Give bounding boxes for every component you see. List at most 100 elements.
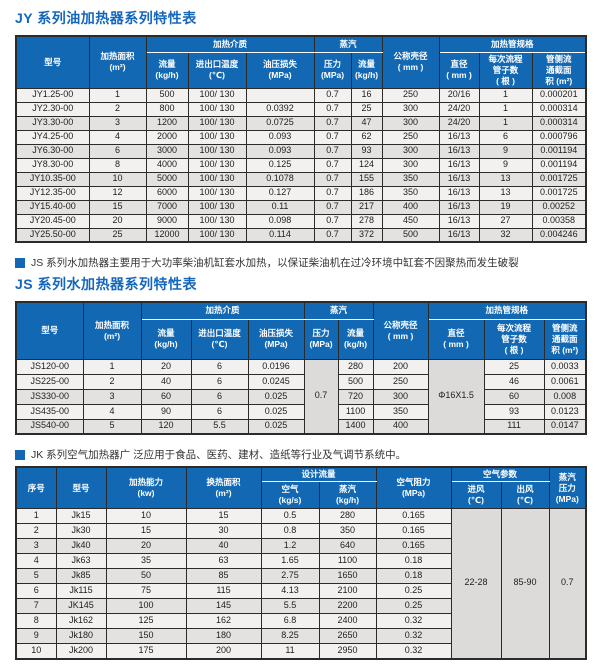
jy-table-body: JY1.25-00 1 500 100/ 130 0.7 16 250 20/16 1 0.000… <box>15 87 587 243</box>
table-cell: 155 <box>350 171 383 187</box>
col-header-model: 型号 <box>15 35 90 89</box>
table-row: 9 Jk180 150 180 8.25 2650 0.32 <box>15 628 586 645</box>
table-cell: 6 <box>190 358 249 375</box>
table-cell: 0.32 <box>375 613 452 630</box>
table-cell: 11 <box>260 643 320 660</box>
table-cell: 200 <box>372 358 429 375</box>
table-cell: 1 <box>478 101 533 117</box>
table-cell: 6 <box>88 143 147 159</box>
table-cell: 93 <box>483 403 545 420</box>
table-cell: 0.32 <box>375 643 452 660</box>
table-row: JY10.35-00 10 5000 100/ 130 0.1078 0.7 155 350 1… <box>15 171 587 187</box>
table-cell: 640 <box>318 538 377 555</box>
col-header-inlet-outlet-temp: 进出口温度 (℃) <box>187 51 247 89</box>
col-header-cross-section: 管侧流 通截面 积 (m²) <box>543 318 587 360</box>
table-cell: 100/ 130 <box>187 143 247 159</box>
table-row: JY1.25-00 1 500 100/ 130 0.7 16 250 20/16 1 0.000… <box>15 87 587 103</box>
table-cell: 1 <box>478 87 533 103</box>
table-row: JY25.50-00 25 12000 100/ 130 0.114 0.7 372 500 1… <box>15 227 587 243</box>
table-cell: 15 <box>185 508 262 525</box>
js-table-title: JS 系列水加热器系列特性表 <box>15 276 198 293</box>
table-cell: 10 <box>88 171 147 187</box>
table-cell: 25 <box>483 358 545 375</box>
table-cell: 111 <box>483 418 545 435</box>
table-cell: 19 <box>478 199 533 215</box>
table-cell: 9 <box>15 628 57 645</box>
table-cell: 0.000201 <box>531 87 587 103</box>
table-cell: 0.0147 <box>543 418 587 435</box>
table-cell: 12000 <box>145 227 189 243</box>
table-cell: 0.0061 <box>543 373 587 390</box>
table-cell: JY3.30-00 <box>15 115 90 131</box>
table-cell: 24/20 <box>438 101 480 117</box>
table-cell: 3 <box>15 538 57 555</box>
bullet-square-icon <box>15 257 25 268</box>
table-cell: JY4.25-00 <box>15 129 90 145</box>
table-cell: 0.093 <box>245 129 315 145</box>
table-cell: 0.0725 <box>245 115 315 131</box>
col-header-shell-diameter: 公称壳径 ( mm ) <box>381 35 440 89</box>
table-cell: 100/ 130 <box>187 101 247 117</box>
table-cell: 0.25 <box>375 598 452 615</box>
table-cell: Jk15 <box>55 508 107 525</box>
table-cell: 12 <box>88 185 147 201</box>
table-cell: 0.1078 <box>245 171 315 187</box>
table-cell <box>245 87 315 103</box>
table-cell: 16 <box>350 87 383 103</box>
col-header-oil-pressure-loss: 油压损失 (MPa) <box>245 51 315 89</box>
table-cell: 800 <box>145 101 189 117</box>
table-cell: 280 <box>318 508 377 525</box>
table-row: JS330-00 3 60 6 0.025 720 300 60 0.008 <box>15 388 587 405</box>
table-cell: 60 <box>483 388 545 405</box>
table-cell: 40 <box>140 373 192 390</box>
col-header-heating-area: 加热面积 (m²) <box>82 301 142 360</box>
table-cell: 0.000796 <box>531 129 587 145</box>
table-cell: 16/13 <box>438 129 480 145</box>
jk-note: JK 系列空气加热器广 泛应用于食品、医药、建材、造纸等行业及气调节系统中。 <box>15 447 585 462</box>
table-cell: JY1.25-00 <box>15 87 90 103</box>
table-cell: JS120-00 <box>15 358 84 375</box>
table-cell: 27 <box>478 213 533 229</box>
table-cell: 24/20 <box>438 115 480 131</box>
table-cell: 350 <box>372 403 429 420</box>
table-cell: 100 <box>105 598 187 615</box>
table-cell: JY12.35-00 <box>15 185 90 201</box>
table-cell: 20/16 <box>438 87 480 103</box>
table-cell: 6000 <box>145 185 189 201</box>
table-cell: 6.8 <box>260 613 320 630</box>
table-cell: JS435-00 <box>15 403 84 420</box>
col-header-model: 型号 <box>55 466 107 510</box>
table-cell: 1200 <box>145 115 189 131</box>
table-cell: 0.001194 <box>531 143 587 159</box>
table-cell: 0.008 <box>543 388 587 405</box>
col-header-air-resistance: 空气阻力 (MPa) <box>375 466 452 510</box>
col-group-design-flow: 设计流量 <box>260 466 377 483</box>
table-cell: 1400 <box>337 418 374 435</box>
table-cell: 250 <box>381 129 440 145</box>
table-cell: 124 <box>350 157 383 173</box>
col-header-heating-capacity: 加热能力 (kw) <box>105 466 187 510</box>
table-cell: 1 <box>88 87 147 103</box>
table-cell: 5 <box>82 418 142 435</box>
table-cell: 20 <box>88 213 147 229</box>
table-cell: 115 <box>185 583 262 600</box>
col-header-heating-area: 加热面积 (m²) <box>88 35 147 89</box>
table-cell: 500 <box>381 227 440 243</box>
table-cell: 280 <box>337 358 374 375</box>
table-cell: 16/13 <box>438 213 480 229</box>
table-cell: 20 <box>105 538 187 555</box>
table-cell: JS225-00 <box>15 373 84 390</box>
table-cell: 60 <box>140 388 192 405</box>
table-cell: 0.004246 <box>531 227 587 243</box>
table-cell: Jk200 <box>55 643 107 660</box>
table-cell: 350 <box>381 171 440 187</box>
table-cell: Jk162 <box>55 613 107 630</box>
col-group-heating-medium: 加热介质 <box>140 301 305 320</box>
jk-table-body: 1 Jk15 10 15 0.5 280 0.165 22-28 85-90 0.7 2 Jk30 15… <box>15 508 587 660</box>
table-cell: 162 <box>185 613 262 630</box>
table-row: JY4.25-00 4 2000 100/ 130 0.093 0.7 62 250 16/13… <box>15 129 587 145</box>
col-header-steam-flow: 流量 (kg/h) <box>350 51 383 89</box>
col-header-outlet-temp: 出风 (℃) <box>500 481 550 510</box>
table-cell: 0.00358 <box>531 213 587 229</box>
table-cell: 300 <box>372 388 429 405</box>
